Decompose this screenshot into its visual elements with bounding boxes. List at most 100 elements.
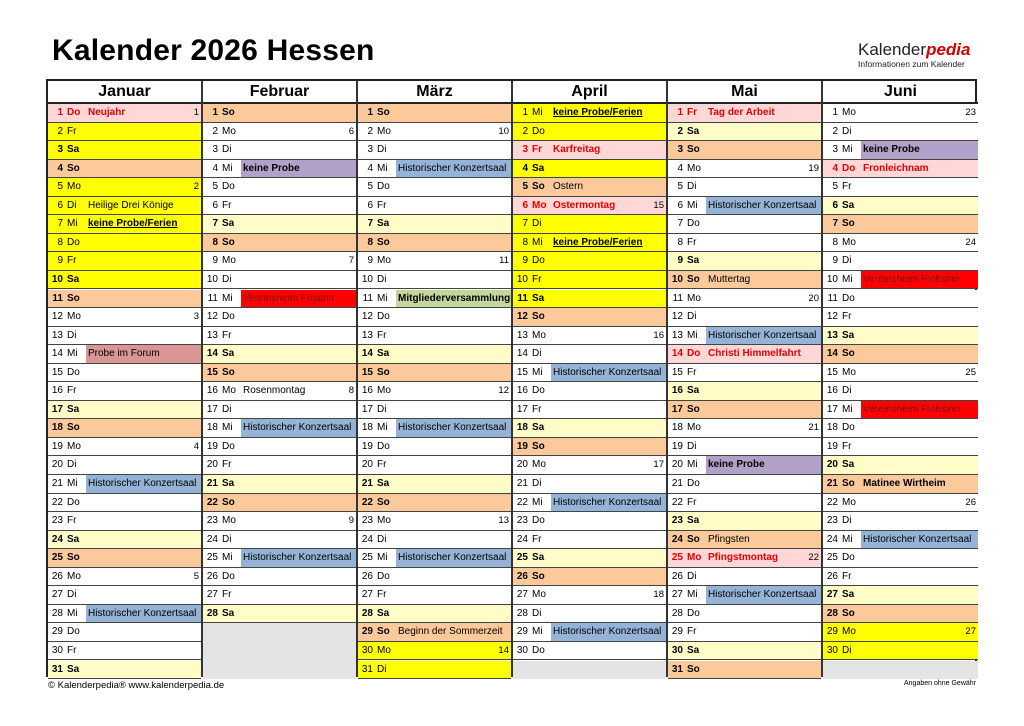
day-row[interactable]: 21 Di [513,475,666,494]
day-row[interactable]: 26 Do [358,567,511,587]
day-row[interactable]: 7 Do [668,215,821,234]
day-row[interactable]: 13 Fr [358,326,511,346]
day-row[interactable]: 18 Mo 21 [668,419,821,438]
day-row[interactable]: 13 Di [48,326,201,346]
event-label[interactable]: Mitgliederversammlung [396,289,511,307]
day-row[interactable]: 23 Mo 13 [358,512,511,531]
day-row[interactable]: 8 So [358,233,511,253]
day-row[interactable]: 10 So Muttertag [668,270,821,290]
day-row[interactable]: 17 Mi Vereinsheim Frohsinn [823,400,978,420]
day-row[interactable]: 14 Di [513,345,666,364]
day-row[interactable]: 17 Di [203,400,356,420]
day-row[interactable]: 28 Do [668,604,821,624]
day-row[interactable]: 13 Fr [203,326,356,346]
day-row[interactable]: 18 So [48,419,201,438]
event-label[interactable]: Historischer Konzertsaal [86,475,201,493]
day-row[interactable]: 21 So Matinee Wirtheim [823,475,978,494]
day-row[interactable]: 23 Mo 9 [203,512,356,531]
day-row[interactable]: 23 Sa [668,512,821,531]
event-label[interactable]: Pfingsten [708,533,750,545]
event-label[interactable]: Vereinsheim Frohsinn [861,400,978,419]
event-label[interactable]: Historischer Konzertsaal [396,549,511,567]
day-row[interactable]: 5 So Ostern [513,178,666,197]
day-row[interactable]: 5 Do [358,178,511,197]
day-row[interactable]: 1 Mi keine Probe/Ferien [513,104,666,123]
day-row[interactable]: 15 So [203,363,356,383]
day-row[interactable]: 10 Di [358,270,511,290]
day-row[interactable]: 8 Fr [668,233,821,253]
day-row[interactable]: 19 So [513,437,666,457]
day-row[interactable]: 27 Mi Historischer Konzertsaal [668,586,821,605]
day-row[interactable]: 25 Mo Pfingstmontag 22 [668,549,821,568]
event-label[interactable]: Historischer Konzertsaal [551,363,666,382]
event-label[interactable]: Probe im Forum [86,345,201,363]
event-label[interactable]: Matinee Wirtheim [863,478,946,489]
day-row[interactable]: 3 Di [358,141,511,160]
day-row[interactable]: 5 Di [668,178,821,197]
event-label[interactable]: Historischer Konzertsaal [396,419,511,437]
day-row[interactable]: 26 Do [203,567,356,587]
day-row[interactable]: 2 Fr [48,122,201,142]
day-row[interactable]: 6 Sa [823,196,978,216]
day-row[interactable]: 26 So [513,567,666,587]
event-label[interactable]: Tag der Arbeit [708,107,775,118]
day-row[interactable]: 18 Mi Historischer Konzertsaal [358,419,511,438]
day-row[interactable]: 27 Sa [823,586,978,605]
event-label[interactable]: Neujahr [88,107,126,118]
day-row[interactable]: 20 Mo 17 [513,456,666,475]
event-label[interactable]: Historischer Konzertsaal [551,493,666,512]
day-row[interactable]: 10 Di [203,270,356,290]
event-label[interactable]: Christi Himmelfahrt [708,348,801,360]
day-row[interactable]: 19 Di [668,437,821,457]
day-row[interactable]: 23 Di [823,512,978,531]
day-row[interactable]: 29 Mi Historischer Konzertsaal [513,623,666,642]
day-row[interactable]: 27 Fr [358,586,511,605]
day-row[interactable]: 22 Mo 26 [823,493,978,513]
day-row[interactable]: 16 Di [823,382,978,401]
day-row[interactable]: 22 So [358,493,511,513]
event-label[interactable]: Pfingstmontag [708,552,778,564]
event-label[interactable]: Heilige Drei Könige [88,199,174,211]
day-row[interactable]: 11 Mi Vereinsheim Frosinn [203,289,356,309]
day-row[interactable]: 7 Sa [203,215,356,234]
day-row[interactable]: 9 Mo 11 [358,252,511,271]
day-row[interactable]: 24 Fr [513,530,666,550]
day-row[interactable]: 2 Di [823,122,978,142]
day-row[interactable]: 20 Fr [358,456,511,475]
day-row[interactable]: 25 Mi Historischer Konzertsaal [358,549,511,568]
event-label[interactable]: Beginn der Sommerzeit [398,626,503,638]
day-row[interactable]: 25 Do [823,549,978,568]
event-label[interactable]: Ostermontag [553,199,616,211]
day-row[interactable]: 31 So [668,660,821,680]
day-row[interactable]: 17 Sa [48,400,201,420]
day-row[interactable]: 30 Di [823,641,978,661]
day-row[interactable]: 16 Do [513,382,666,401]
event-label[interactable]: keine Probe/Ferien [553,236,643,248]
event-label[interactable]: Historischer Konzertsaal [396,159,511,178]
event-label[interactable]: Vereinsheim Frohsinn [861,270,978,289]
day-row[interactable]: 25 Mi Historischer Konzertsaal [203,549,356,568]
day-row[interactable]: 26 Fr [823,567,978,587]
day-row[interactable]: 4 Mo 19 [668,159,821,179]
day-row[interactable]: 16 Fr [48,382,201,401]
day-row[interactable]: 27 Fr [203,586,356,605]
day-row[interactable]: 19 Do [358,437,511,457]
day-row[interactable]: 30 Do [513,641,666,661]
day-row[interactable]: 18 Sa [513,419,666,438]
day-row[interactable]: 28 So [823,604,978,624]
event-label[interactable]: Fronleichnam [863,162,929,174]
day-row[interactable]: 30 Mo 14 [358,641,511,661]
day-row[interactable]: 29 Mo 27 [823,623,978,642]
day-row[interactable]: 19 Mo 4 [48,437,201,457]
day-row[interactable]: 11 Mi Mitgliederversammlung [358,289,511,309]
day-row[interactable]: 20 Sa [823,456,978,475]
event-label[interactable]: keine Probe [861,141,978,159]
day-row[interactable]: 8 Mi keine Probe/Ferien [513,233,666,253]
day-row[interactable]: 1 Mo 23 [823,104,978,123]
day-row[interactable]: 8 Mo 24 [823,233,978,253]
event-label[interactable]: Ostern [553,181,584,193]
day-row[interactable]: 25 So [48,549,201,568]
day-row[interactable]: 15 Do [48,363,201,383]
day-row[interactable]: 22 Fr [668,493,821,513]
day-row[interactable]: 5 Mo 2 [48,178,201,197]
